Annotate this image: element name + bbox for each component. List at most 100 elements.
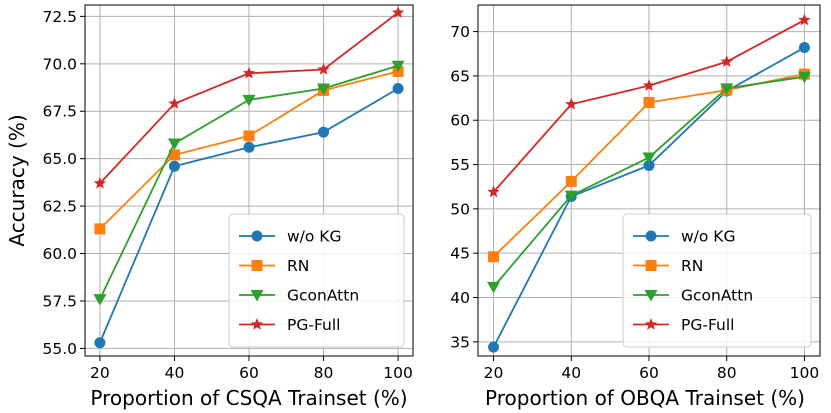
data-point	[720, 83, 734, 95]
legend-label: PG-Full	[287, 316, 340, 334]
data-point	[487, 281, 501, 294]
data-point	[242, 66, 256, 79]
legend-label: GconAttn	[287, 287, 359, 305]
gridlines	[85, 5, 413, 356]
legend-entry: RN	[633, 257, 703, 275]
data-point	[168, 149, 180, 161]
y-tick-label: 60.0	[42, 245, 77, 263]
chart-1: 20 40 60 80 100 55.0 57.5 60.0 62.5 65.0 67.5 70.0 7…	[5, 4, 414, 410]
data-point	[317, 63, 330, 75]
y-tick-label: 55	[450, 156, 470, 174]
legend-box	[228, 213, 405, 348]
data-point	[488, 251, 500, 263]
data-point	[93, 294, 107, 306]
data-point	[798, 13, 811, 26]
legend-marker	[644, 290, 658, 302]
data-point	[487, 185, 500, 198]
data-point	[797, 71, 811, 84]
series-pg-full	[93, 6, 405, 189]
data-point	[391, 6, 405, 18]
legend-marker	[645, 230, 657, 242]
legend-entry: GconAttn	[633, 287, 753, 305]
y-tick-label: 70	[450, 23, 470, 41]
legend-marker	[250, 318, 264, 330]
x-tick-label: 40	[561, 364, 581, 382]
x-tick-label: 40	[165, 364, 185, 382]
data-point	[643, 159, 655, 171]
data-point	[720, 55, 733, 67]
data-point	[243, 141, 255, 153]
x-tick-label: 100	[383, 364, 413, 382]
y-tick-label: 40	[450, 289, 470, 307]
legend-label: PG-Full	[681, 316, 734, 334]
legend-entry: PG-Full	[633, 316, 734, 334]
data-point	[565, 97, 578, 110]
legend-label: w/o KG	[681, 228, 736, 246]
x-tick-label: 20	[90, 364, 110, 382]
data-point	[167, 138, 181, 151]
legend-marker	[645, 260, 657, 271]
data-point	[391, 60, 405, 73]
x-tick-label: 80	[717, 364, 737, 382]
data-point	[798, 42, 810, 54]
y-tick-label: 67.5	[42, 103, 77, 121]
data-point	[564, 190, 578, 203]
y-tick-label: 62.5	[42, 198, 77, 216]
x-axis: 20 40 60 80 100	[484, 356, 820, 382]
data-point	[168, 160, 180, 172]
legend-label: w/o KG	[287, 228, 342, 246]
legend-box	[622, 213, 812, 348]
data-point	[94, 223, 106, 235]
series-w-o-kg	[94, 82, 404, 349]
y-tick-label: 72.5	[42, 8, 77, 26]
x-tick-label: 80	[314, 364, 334, 382]
y-tick-label: 57.5	[42, 292, 77, 310]
y-tick-label: 65	[450, 67, 470, 85]
data-point	[317, 83, 331, 95]
y-axis: 35 40 45 50 55 60 65 70	[450, 23, 478, 351]
data-point	[318, 126, 330, 138]
y-tick-label: 60	[450, 112, 470, 130]
series-pg-full	[487, 13, 811, 198]
y-tick-label: 45	[450, 245, 470, 263]
chart-2: 20 40 60 80 100 35 40 45 50 55 60 65 70 Proportion of…	[450, 4, 821, 410]
x-tick-label: 100	[790, 364, 820, 382]
data-point	[643, 97, 655, 108]
legend-marker	[644, 318, 658, 330]
y-tick-label: 65.0	[42, 150, 77, 168]
legend: w/o KG RN GconAttn PG-Full	[622, 213, 812, 348]
data-point	[392, 82, 404, 94]
data-point	[243, 130, 255, 142]
x-tick-label: 60	[639, 364, 659, 382]
data-point	[94, 337, 106, 349]
data-point	[242, 94, 256, 107]
legend-marker	[251, 260, 263, 271]
legend-label: RN	[287, 257, 309, 275]
legend-entry: w/o KG	[239, 228, 342, 246]
series-gconattn	[93, 60, 405, 306]
data-point	[642, 152, 656, 164]
y-tick-label: 55.0	[42, 340, 77, 358]
x-tick-label: 20	[484, 364, 504, 382]
x-axis-label: Proportion of CSQA Trainset (%)	[90, 386, 407, 410]
legend-label: RN	[681, 257, 703, 275]
series-gconattn	[487, 71, 811, 294]
data-point	[488, 341, 500, 353]
y-axis: 55.0 57.5 60.0 62.5 65.0 67.5 70.0 72.5	[42, 8, 85, 358]
legend-entry: GconAttn	[239, 287, 359, 305]
legend-marker	[250, 290, 264, 302]
data-point	[565, 175, 577, 187]
legend-entry: RN	[239, 257, 309, 275]
x-axis-label: Proportion of OBQA Trainset (%)	[485, 386, 805, 410]
legend-entry: PG-Full	[239, 316, 340, 334]
y-axis-label: Accuracy (%)	[5, 114, 29, 246]
data-point	[168, 97, 181, 109]
y-tick-label: 50	[450, 200, 470, 218]
x-tick-label: 60	[239, 364, 259, 382]
legend-entry: w/o KG	[633, 228, 736, 246]
y-tick-label: 70.0	[42, 55, 77, 73]
legend-label: GconAttn	[681, 287, 753, 305]
x-axis: 20 40 60 80 100	[90, 356, 413, 382]
y-tick-label: 35	[450, 333, 470, 351]
